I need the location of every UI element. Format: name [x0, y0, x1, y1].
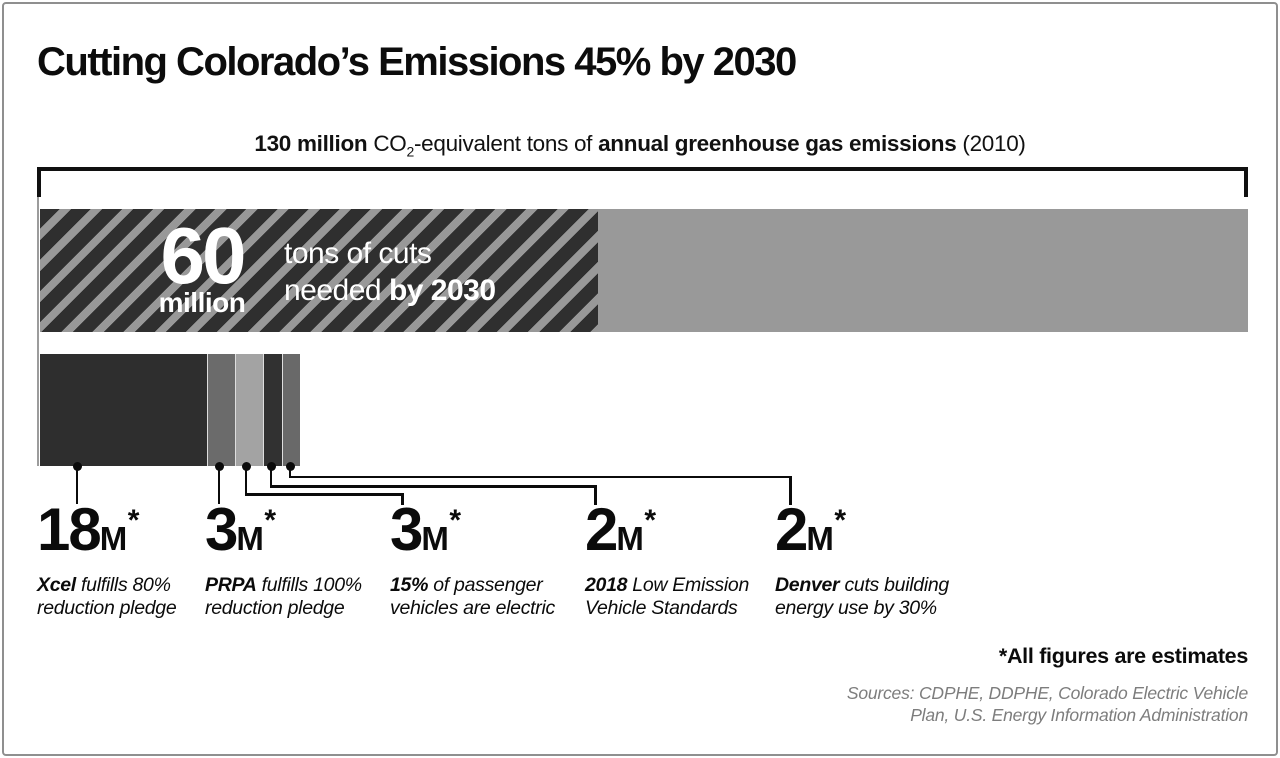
label-lev-standards: 2M* 2018 Low Emission Vehicle Standards — [585, 496, 749, 620]
cuts-description: tons of cuts needed by 2030 — [284, 235, 496, 309]
connector-line-5a — [288, 466, 292, 478]
label-ev-value: 3M* — [390, 496, 462, 563]
segment-lev-standards — [263, 354, 282, 466]
cuts-description-line2: needed by 2030 — [284, 274, 496, 307]
total-bracket-left-tick — [37, 167, 41, 197]
total-bracket-line — [37, 167, 1248, 171]
label-electric-vehicles: 3M* 15% of passenger vehicles are electr… — [390, 496, 555, 620]
cuts-description-line1: tons of cuts — [284, 237, 432, 270]
segment-xcel — [40, 354, 208, 466]
label-denver-buildings: 2M* Denver cuts building energy use by 3… — [775, 496, 949, 620]
connector-line-3c — [401, 493, 404, 505]
estimate-asterisk: * — [449, 504, 462, 537]
sources-credit: Sources: CDPHE, DDPHE, Colorado Electric… — [847, 682, 1248, 726]
label-prpa-description: PRPA fulfills 100% reduction pledge — [205, 574, 362, 619]
label-denver-value: 2M* — [775, 496, 847, 563]
connector-line-1 — [75, 466, 79, 504]
co2-equivalent-text: CO2-equivalent tons of — [373, 131, 593, 160]
connector-line-5b — [288, 475, 792, 478]
label-xcel-value: 18M* — [37, 496, 140, 563]
estimate-asterisk: * — [264, 504, 277, 537]
label-ev-description: 15% of passenger vehicles are electric — [390, 574, 555, 619]
zero-axis-line — [37, 197, 39, 466]
cuts-bar-hatched — [40, 209, 598, 332]
connector-line-5c — [789, 475, 792, 505]
estimate-asterisk: * — [834, 504, 847, 537]
cuts-value-callout: 60 million — [136, 211, 268, 318]
page-title: Cutting Colorado’s Emissions 45% by 2030 — [37, 40, 797, 84]
segment-prpa — [207, 354, 236, 466]
total-amount: 130 million — [254, 131, 368, 156]
cuts-value-unit: million — [158, 287, 246, 318]
year-text: (2010) — [962, 131, 1026, 156]
connector-line-3b — [244, 493, 404, 496]
cuts-breakdown-bar — [40, 354, 301, 466]
estimate-asterisk: * — [127, 504, 140, 537]
label-prpa: 3M* PRPA fulfills 100% reduction pledge — [205, 496, 362, 620]
connector-line-4a — [269, 466, 273, 487]
label-lev-value: 2M* — [585, 496, 657, 563]
segment-denver-buildings — [281, 354, 301, 466]
label-xcel: 18M* Xcel fulfills 80% reduction pledge — [37, 496, 177, 620]
label-xcel-description: Xcel fulfills 80% reduction pledge — [37, 574, 177, 619]
total-emissions-caption: 130 million CO2-equivalent tons of annua… — [0, 131, 1280, 160]
cuts-value-number: 60 — [160, 211, 247, 300]
sources-line2: Plan, U.S. Energy Information Administra… — [910, 705, 1248, 725]
sources-line1: Sources: CDPHE, DDPHE, Colorado Electric… — [846, 683, 1248, 703]
segment-electric-vehicles — [235, 354, 264, 466]
emissions-bold-text: annual greenhouse gas emissions — [598, 131, 957, 156]
connector-line-2 — [217, 466, 221, 504]
label-lev-description: 2018 Low Emission Vehicle Standards — [585, 574, 749, 619]
label-prpa-value: 3M* — [205, 496, 277, 563]
total-bracket-right-tick — [1244, 167, 1248, 197]
label-denver-description: Denver cuts building energy use by 30% — [775, 574, 949, 619]
connector-line-3a — [244, 466, 248, 495]
estimate-asterisk: * — [644, 504, 657, 537]
total-emissions-bar: 60 million tons of cuts needed by 2030 — [40, 209, 1248, 332]
estimates-footnote: *All figures are estimates — [998, 644, 1248, 668]
connector-line-4c — [594, 485, 597, 505]
connector-line-4b — [269, 485, 597, 488]
